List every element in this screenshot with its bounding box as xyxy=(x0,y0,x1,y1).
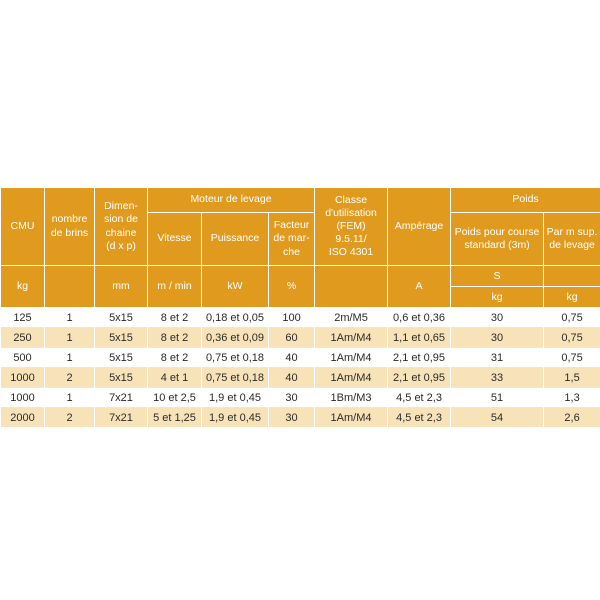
cell-brins: 1 xyxy=(44,327,95,348)
unit-poids-course: S kg xyxy=(450,265,545,308)
header-nombre-brins: nombre de brins xyxy=(44,187,95,266)
cell-par-m: 1,5 xyxy=(543,367,600,388)
cell-facteur: 100 xyxy=(267,307,316,328)
cell-puissance: 0,75 et 0,18 xyxy=(201,367,269,388)
header-poids: Poids xyxy=(450,187,600,213)
cell-dimension: 5x15 xyxy=(94,367,148,388)
table-row: 1000 1 7x21 10 et 2,5 1,9 et 0,45 30 1Bm/M3 4,5… xyxy=(0,387,600,408)
cell-par-m: 1,3 xyxy=(543,387,600,408)
header-classe-label: Classe d'utilisation (FEM) 9.5.11/ ISO 4… xyxy=(325,193,377,259)
cell-poids-course: 30 xyxy=(450,327,545,348)
cell-puissance: 0,36 et 0,09 xyxy=(201,327,269,348)
cell-amperage: 4,5 et 2,3 xyxy=(387,387,452,408)
cell-amperage: 2,1 et 0,95 xyxy=(387,367,452,388)
cell-par-m: 0,75 xyxy=(543,347,600,368)
cell-par-m: 0,75 xyxy=(543,307,600,328)
cell-cmu: 1000 xyxy=(0,367,45,388)
cell-facteur: 40 xyxy=(267,367,316,388)
table-row: 2000 2 7x21 5 et 1,25 1,9 et 0,45 30 1Am/M4 4,5… xyxy=(0,407,600,427)
table-row: 500 1 5x15 8 et 2 0,75 et 0,18 40 1Am/M4 2,1 et… xyxy=(0,347,600,368)
unit-facteur: % xyxy=(267,265,316,308)
cell-par-m: 2,6 xyxy=(543,407,600,427)
cell-classe: 1Am/M4 xyxy=(314,327,389,348)
cell-puissance: 1,9 et 0,45 xyxy=(201,407,269,427)
cell-dimension: 7x21 xyxy=(94,407,148,427)
cell-amperage: 1,1 et 0,65 xyxy=(387,327,452,348)
cell-facteur: 40 xyxy=(267,347,316,368)
cell-dimension: 5x15 xyxy=(94,307,148,328)
cell-dimension: 7x21 xyxy=(94,387,148,408)
cell-classe: 1Am/M4 xyxy=(314,367,389,388)
unit-vitesse: m / min xyxy=(147,265,202,308)
table-row: 125 1 5x15 8 et 2 0,18 et 0,05 100 2m/M5 0,6 et… xyxy=(0,307,600,328)
cell-facteur: 60 xyxy=(267,327,316,348)
cell-puissance: 0,18 et 0,05 xyxy=(201,307,269,328)
cell-puissance: 1,9 et 0,45 xyxy=(201,387,269,408)
cell-vitesse: 8 et 2 xyxy=(147,327,202,348)
specification-table: CMU nombre de brins Dimen- sion de chain… xyxy=(0,187,600,427)
cell-vitesse: 4 et 1 xyxy=(147,367,202,388)
cell-poids-course: 31 xyxy=(450,347,545,368)
unit-par-m: kg xyxy=(543,265,600,308)
unit-par-m-blank xyxy=(544,266,600,287)
cell-cmu: 2000 xyxy=(0,407,45,427)
cell-vitesse: 5 et 1,25 xyxy=(147,407,202,427)
unit-brins xyxy=(44,265,95,308)
cell-puissance: 0,75 et 0,18 xyxy=(201,347,269,368)
header-vitesse: Vitesse xyxy=(147,212,202,266)
cell-dimension: 5x15 xyxy=(94,347,148,368)
header-dimension: Dimen- sion de chaine (d x p) xyxy=(94,187,148,266)
unit-poids-course-kg: kg xyxy=(491,291,503,303)
cell-amperage: 0,6 et 0,36 xyxy=(387,307,452,328)
cell-cmu: 500 xyxy=(0,347,45,368)
cell-par-m: 0,75 xyxy=(543,327,600,348)
cell-poids-course: 30 xyxy=(450,307,545,328)
cell-poids-course: 33 xyxy=(450,367,545,388)
cell-cmu: 1000 xyxy=(0,387,45,408)
table-row: 1000 2 5x15 4 et 1 0,75 et 0,18 40 1Am/M4 2,1 e… xyxy=(0,367,600,388)
header-amperage: Ampérage xyxy=(387,187,452,266)
header-cmu: CMU xyxy=(0,187,45,266)
unit-cmu: kg xyxy=(0,265,45,308)
unit-amperage: A xyxy=(387,265,452,308)
header-par-m: Par m sup. de levage xyxy=(543,212,600,266)
header-moteur-levage: Moteur de levage xyxy=(146,187,316,213)
cell-vitesse: 8 et 2 xyxy=(147,307,202,328)
cell-poids-course: 54 xyxy=(450,407,545,427)
header-facteur: Facteur de mar-che xyxy=(267,212,316,266)
cell-amperage: 2,1 et 0,95 xyxy=(387,347,452,368)
unit-par-m-kg: kg xyxy=(566,291,578,303)
unit-puissance: kW xyxy=(201,265,269,308)
cell-poids-course: 51 xyxy=(450,387,545,408)
cell-cmu: 250 xyxy=(0,327,45,348)
cell-brins: 2 xyxy=(44,367,95,388)
header-classe: Classe d'utilisation (FEM) 9.5.11/ ISO 4… xyxy=(314,187,389,266)
table-body: 125 1 5x15 8 et 2 0,18 et 0,05 100 2m/M5 0,6 et… xyxy=(0,307,600,427)
cell-facteur: 30 xyxy=(267,407,316,427)
cell-dimension: 5x15 xyxy=(94,327,148,348)
cell-amperage: 4,5 et 2,3 xyxy=(387,407,452,427)
cell-cmu: 125 xyxy=(0,307,45,328)
header-puissance: Puissance xyxy=(201,212,269,266)
table-row: 250 1 5x15 8 et 2 0,36 et 0,09 60 1Am/M4 1,1 et… xyxy=(0,327,600,348)
unit-poids-course-s: S xyxy=(451,266,544,287)
header-poids-course: Poids pour course standard (3m) xyxy=(450,212,545,266)
cell-classe: 1Bm/M3 xyxy=(314,387,389,408)
cell-brins: 2 xyxy=(44,407,95,427)
cell-classe: 2m/M5 xyxy=(314,307,389,328)
cell-vitesse: 10 et 2,5 xyxy=(147,387,202,408)
unit-dimension: mm xyxy=(94,265,148,308)
cell-brins: 1 xyxy=(44,307,95,328)
cell-classe: 1Am/M4 xyxy=(314,347,389,368)
cell-facteur: 30 xyxy=(267,387,316,408)
header-dimension-label: Dimen- sion de chaine (d x p) xyxy=(104,200,138,252)
unit-classe xyxy=(314,265,389,308)
cell-brins: 1 xyxy=(44,387,95,408)
cell-classe: 1Am/M4 xyxy=(314,407,389,427)
cell-vitesse: 8 et 2 xyxy=(147,347,202,368)
cell-brins: 1 xyxy=(44,347,95,368)
